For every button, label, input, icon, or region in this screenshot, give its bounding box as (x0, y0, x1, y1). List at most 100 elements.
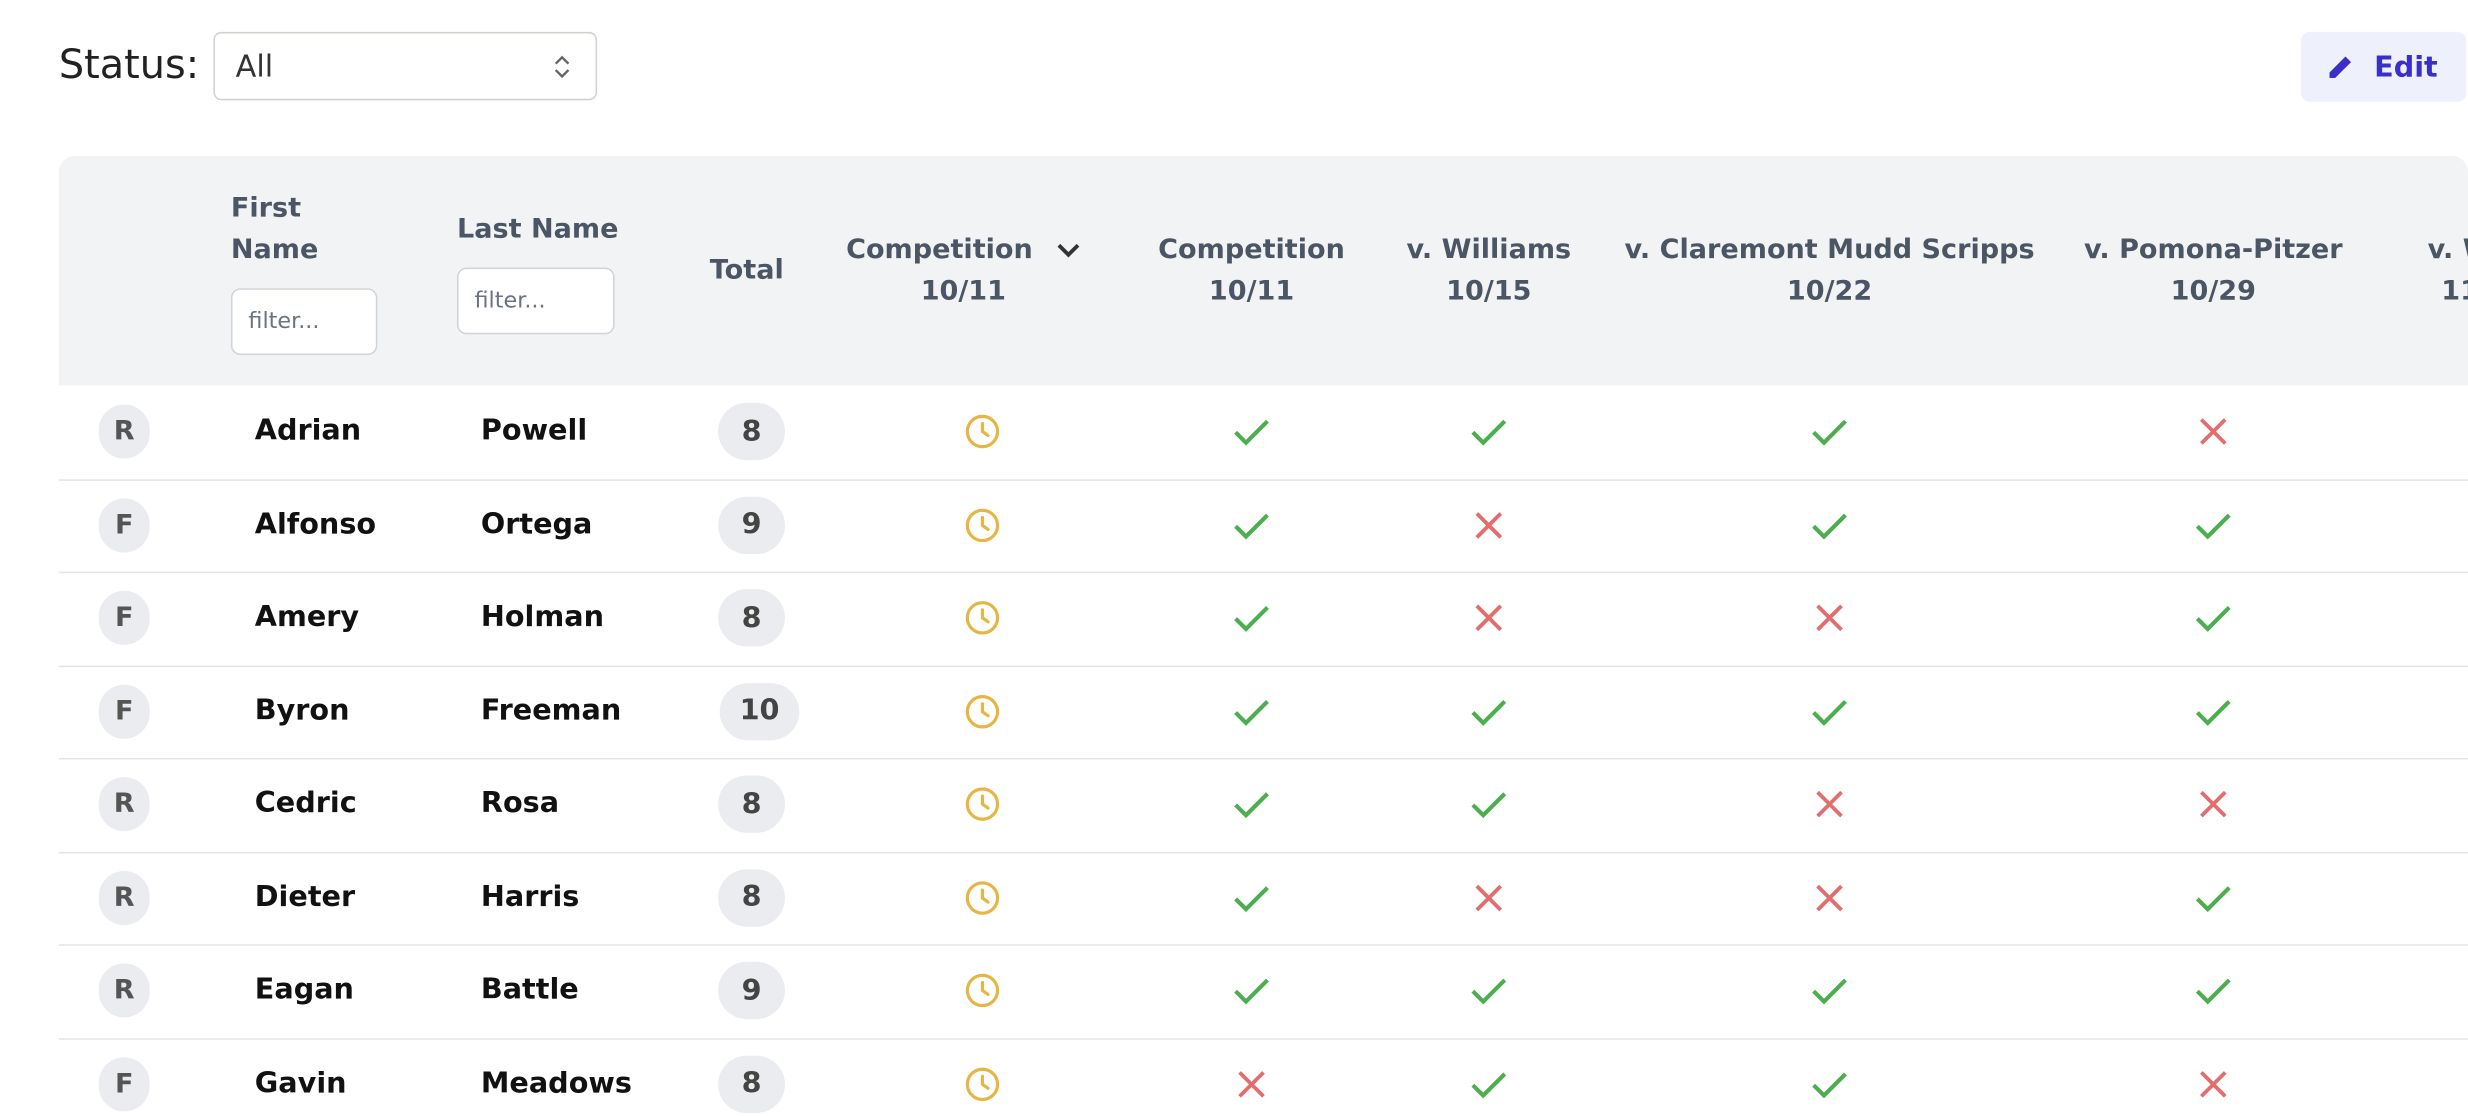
present-icon (1234, 419, 1269, 446)
status-badge: R (98, 777, 150, 832)
row-divider (58, 757, 2468, 760)
column-date: 10/11 (1208, 275, 1295, 308)
present-icon (2195, 512, 2231, 539)
first-name-header: First Name (230, 192, 319, 266)
present-icon (1234, 978, 1269, 1005)
status-select[interactable]: All (213, 31, 598, 101)
column-title: v. Williams (1406, 234, 1572, 266)
absent-icon (2200, 790, 2227, 818)
absent-icon (1475, 604, 1503, 632)
first-name: Cedric (254, 786, 357, 821)
column-date: 10/22 (1786, 275, 1873, 308)
first-name: Gavin (254, 1066, 347, 1100)
absent-icon (1475, 883, 1503, 911)
column-header: v. Claremont Mudd Scripps 10/22 (1623, 229, 2037, 312)
total-badge: 8 (718, 402, 786, 461)
pending-icon (965, 1066, 1000, 1101)
row-divider (58, 851, 2468, 853)
present-icon (2195, 978, 2231, 1005)
status-badge: F (98, 1056, 150, 1111)
present-icon (1234, 699, 1269, 726)
last-name-filter[interactable]: filter... (456, 267, 615, 335)
status-badge: R (98, 404, 150, 459)
pencil-icon (2329, 56, 2352, 79)
status-value: All (235, 49, 274, 85)
present-icon (1471, 699, 1507, 726)
select-arrows (554, 55, 570, 79)
column-header: Competition 10/11 (1045, 229, 1459, 312)
column-date: 10/15 (1446, 275, 1532, 308)
status-label: Status: (58, 41, 200, 88)
status-badge: R (98, 870, 150, 925)
column-date: 10/11 (920, 275, 1006, 308)
first-name-filter[interactable]: filter... (230, 288, 378, 356)
present-icon (1471, 792, 1507, 819)
last-name: Meadows (480, 1066, 632, 1100)
row-divider (58, 571, 2468, 574)
last-name: Battle (480, 972, 579, 1007)
total-badge: 9 (718, 496, 786, 554)
first-name: Alfonso (254, 507, 377, 541)
column-header: v. W 11 (2253, 229, 2468, 312)
present-icon (1234, 792, 1269, 819)
first-name: Amery (254, 600, 360, 634)
first-name: Adrian (254, 413, 362, 448)
last-name: Holman (480, 600, 605, 634)
total-badge: 8 (718, 589, 786, 647)
column-title: Competition (756, 229, 1170, 270)
column-title: v. Claremont Mudd Scripps (1624, 234, 2035, 266)
present-icon (1234, 605, 1269, 632)
present-icon (1812, 978, 1847, 1005)
absent-icon (1475, 511, 1503, 538)
absent-icon (1816, 604, 1843, 632)
status-badge: R (98, 963, 150, 1018)
row-divider (58, 1037, 2468, 1039)
absent-icon (2200, 1070, 2227, 1097)
pending-icon (965, 973, 1000, 1008)
present-icon (1471, 1071, 1507, 1098)
last-name: Harris (480, 879, 580, 914)
edit-label: Edit (2374, 50, 2438, 84)
edit-button[interactable]: Edit (2300, 31, 2467, 102)
present-icon (2195, 605, 2231, 632)
pending-icon (965, 787, 1000, 821)
absent-icon (1816, 883, 1843, 911)
status-badge: F (98, 683, 150, 739)
present-icon (1471, 978, 1507, 1005)
absent-icon (1816, 790, 1843, 818)
column-header: v. Pomona-Pitzer 10/29 (2006, 229, 2420, 312)
first-name: Dieter (254, 879, 356, 914)
column-date: 10/29 (2170, 275, 2256, 308)
total-badge: 8 (718, 868, 786, 926)
present-icon (2195, 885, 2231, 912)
absent-icon (2200, 418, 2227, 445)
first-name: Eagan (254, 972, 354, 1007)
row-divider (58, 944, 2468, 946)
present-icon (1812, 699, 1847, 726)
total-header: Total (709, 254, 784, 287)
last-name-header: Last Name (456, 213, 619, 246)
present-icon (1812, 419, 1847, 446)
pending-icon (965, 601, 1000, 635)
column-date: 11 (2441, 275, 2468, 308)
column-header: Competition 10/11 (756, 229, 1170, 312)
row-divider (58, 478, 2468, 481)
absent-icon (1238, 1070, 1265, 1097)
total-badge: 8 (718, 775, 786, 833)
column-title: Competition (1158, 234, 1345, 266)
first-name: Byron (254, 693, 350, 727)
row-divider (58, 664, 2468, 667)
column-header: v. Williams 10/15 (1282, 229, 1696, 312)
last-name: Powell (480, 413, 588, 448)
pending-icon (965, 414, 1000, 449)
column-title: v. Pomona-Pitzer (2083, 234, 2343, 266)
status-badge: F (98, 497, 150, 552)
last-name: Ortega (480, 507, 593, 541)
sort-chevron[interactable] (1055, 240, 1080, 259)
last-name: Rosa (480, 786, 560, 821)
last-name: Freeman (480, 693, 622, 727)
present-icon (1812, 1071, 1847, 1098)
pending-icon (965, 507, 1000, 542)
